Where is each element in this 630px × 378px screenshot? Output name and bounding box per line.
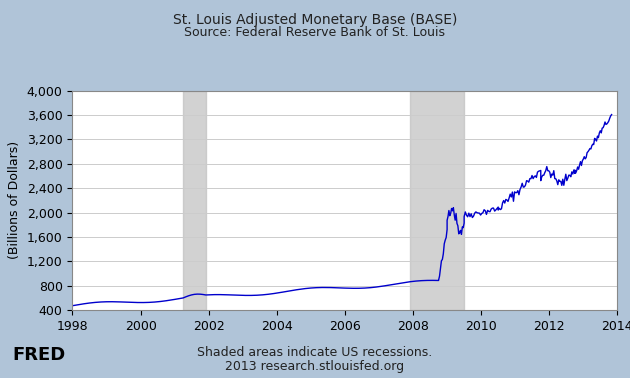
- Text: St. Louis Adjusted Monetary Base (BASE): St. Louis Adjusted Monetary Base (BASE): [173, 13, 457, 27]
- Text: Source: Federal Reserve Bank of St. Louis: Source: Federal Reserve Bank of St. Loui…: [185, 26, 445, 39]
- Text: FRED: FRED: [13, 346, 66, 364]
- Text: 2013 research.stlouisfed.org: 2013 research.stlouisfed.org: [226, 360, 404, 373]
- Text: Shaded areas indicate US recessions.: Shaded areas indicate US recessions.: [197, 346, 433, 359]
- Y-axis label: (Billions of Dollars): (Billions of Dollars): [8, 141, 21, 259]
- Bar: [410, 91, 464, 310]
- Bar: [183, 91, 206, 310]
